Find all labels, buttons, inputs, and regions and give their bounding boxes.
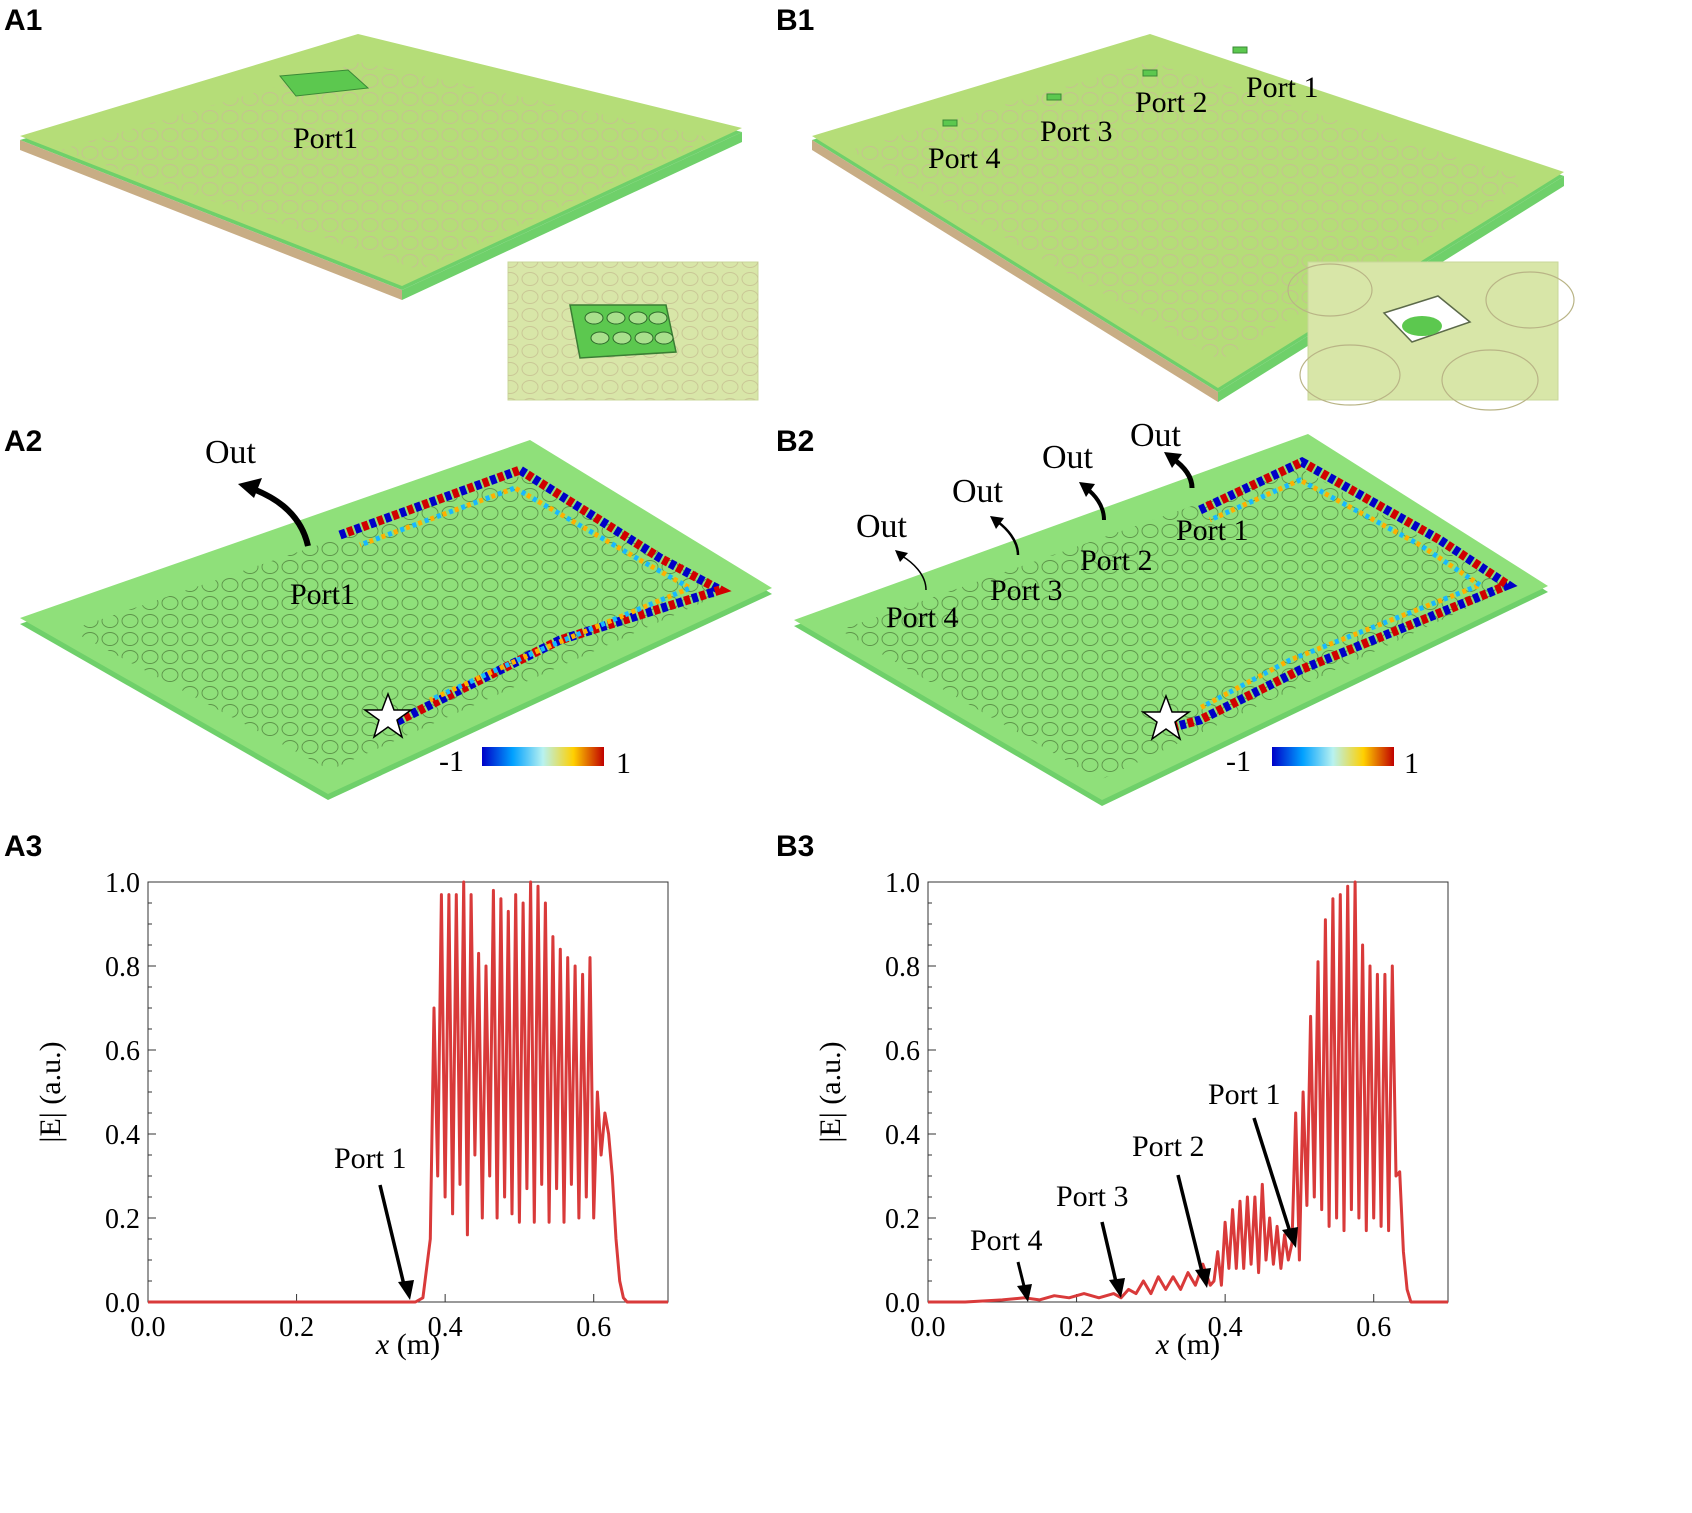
- x-axis-var: x: [375, 1328, 390, 1361]
- port-label-b1-3: Port 3: [1040, 115, 1113, 148]
- x-tick-label: 0.2: [1059, 1312, 1094, 1343]
- hole-lattice: [850, 62, 1530, 360]
- x-axis: 0.0 0.2 0.4 0.6: [131, 1294, 611, 1343]
- y-tick-label: 1.0: [885, 868, 920, 899]
- x-axis: 0.0 0.2 0.4 0.6: [911, 1294, 1391, 1343]
- field-edge-pattern: [1168, 456, 1518, 733]
- plate-edge: [20, 140, 402, 300]
- x-axis-label: x (m): [1155, 1328, 1220, 1361]
- annotation-port-1: Port 1: [1208, 1078, 1281, 1111]
- series-line: [148, 880, 668, 1304]
- port-label-a1: Port1: [293, 122, 358, 155]
- x-axis-unit: (m): [1169, 1328, 1220, 1361]
- x-axis-unit: (m): [389, 1328, 440, 1361]
- inset-a1: [507, 261, 759, 401]
- panel-label-b1: B1: [776, 4, 815, 37]
- y-tick-label: 0.2: [105, 1204, 140, 1235]
- colorbar-min-a2: -1: [439, 745, 464, 778]
- colorbar-max-b2: 1: [1404, 747, 1419, 780]
- y-tick-label: 1.0: [105, 868, 140, 899]
- x-axis-label: x (m): [375, 1328, 440, 1361]
- out-label-b2-1: Out: [1130, 417, 1182, 454]
- y-tick-label: 0.4: [885, 1120, 920, 1151]
- hole-lattice: [70, 476, 730, 770]
- field-map-a2: Out Port1: [20, 434, 772, 800]
- out-label-b2-3: Out: [952, 473, 1004, 510]
- panel-label-a2: A2: [4, 425, 43, 458]
- y-tick-label: 0.2: [885, 1204, 920, 1235]
- y-tick-label: 0.0: [885, 1288, 920, 1319]
- out-label-b2-2: Out: [1042, 439, 1094, 476]
- colorbar-min-b2: -1: [1226, 745, 1251, 778]
- panel-label-a3: A3: [4, 830, 43, 863]
- y-axis: 0.0 0.2 0.4 0.6 0.8 1.0: [885, 868, 936, 1319]
- port-label-b2-2: Port 2: [1080, 544, 1153, 577]
- inset-b1: [1287, 261, 1575, 411]
- panel-label-b2: B2: [776, 425, 815, 458]
- port-cutout: [279, 69, 370, 97]
- source-star-icon: [362, 691, 414, 739]
- port-label-b1-2: Port 2: [1135, 86, 1208, 119]
- x-tick-label: 0.0: [911, 1312, 946, 1343]
- series-line: [928, 880, 1448, 1304]
- chart-b3: 0.0 0.2 0.4 0.6 0.8 1.0 0.0 0.2 0.4 0.6 |E| (a.u…: [814, 868, 1449, 1361]
- chart-a3: 0.0 0.2 0.4 0.6 0.8 1.0 0.0 0.2 0.4 0.6 |E| (a.u…: [34, 868, 669, 1361]
- out-label-a2: Out: [205, 434, 257, 471]
- panel-label-a1: A1: [4, 4, 43, 37]
- hole-lattice: [840, 468, 1510, 780]
- y-axis-label: |E| (a.u.): [814, 1041, 847, 1142]
- port-label-b2-1: Port 1: [1176, 514, 1249, 547]
- annotation-port-2: Port 2: [1132, 1130, 1205, 1163]
- port-label-b1-1: Port 1: [1246, 71, 1319, 104]
- port-label-b2-4: Port 4: [886, 601, 959, 634]
- port-label-a2: Port1: [290, 578, 355, 611]
- device-a1: Port1: [20, 34, 742, 300]
- field-edge-pattern: [338, 465, 732, 730]
- x-tick-label: 0.0: [131, 1312, 166, 1343]
- y-tick-label: 0.0: [105, 1288, 140, 1319]
- panel-label-b3: B3: [776, 830, 815, 863]
- colorbar-a2: -1 1: [439, 745, 631, 780]
- hole-lattice: [60, 62, 712, 270]
- x-axis-var: x: [1155, 1328, 1170, 1361]
- annotation-port-3: Port 3: [1056, 1180, 1129, 1213]
- colorbar-b2: -1 1: [1226, 745, 1419, 780]
- y-tick-label: 0.4: [105, 1120, 140, 1151]
- device-b1: Port 1 Port 2 Port 3 Port 4: [812, 34, 1564, 402]
- x-tick-label: 0.2: [279, 1312, 314, 1343]
- port-label-b1-4: Port 4: [928, 142, 1001, 175]
- colorbar-max-a2: 1: [616, 747, 631, 780]
- y-tick-label: 0.8: [885, 952, 920, 983]
- annotation-arrow: [378, 1184, 406, 1286]
- annotation-port-1: Port 1: [334, 1142, 407, 1175]
- source-star-icon: [1140, 693, 1192, 741]
- x-tick-label: 0.4: [1208, 1312, 1243, 1343]
- y-axis: 0.0 0.2 0.4 0.6 0.8 1.0: [105, 868, 156, 1319]
- x-tick-label: 0.4: [428, 1312, 463, 1343]
- x-tick-label: 0.6: [1356, 1312, 1391, 1343]
- y-tick-label: 0.6: [885, 1036, 920, 1067]
- y-axis-label: |E| (a.u.): [34, 1041, 67, 1142]
- y-tick-label: 0.6: [105, 1036, 140, 1067]
- port-label-b2-3: Port 3: [990, 574, 1063, 607]
- y-tick-label: 0.8: [105, 952, 140, 983]
- plot-frame: [147, 881, 669, 1303]
- field-map-b2: Out Out Out Out Port 1 Port 2 Port 3 Por…: [794, 417, 1548, 806]
- annotation-port-4: Port 4: [970, 1224, 1043, 1257]
- x-tick-label: 0.6: [576, 1312, 611, 1343]
- out-label-b2-4: Out: [856, 508, 908, 545]
